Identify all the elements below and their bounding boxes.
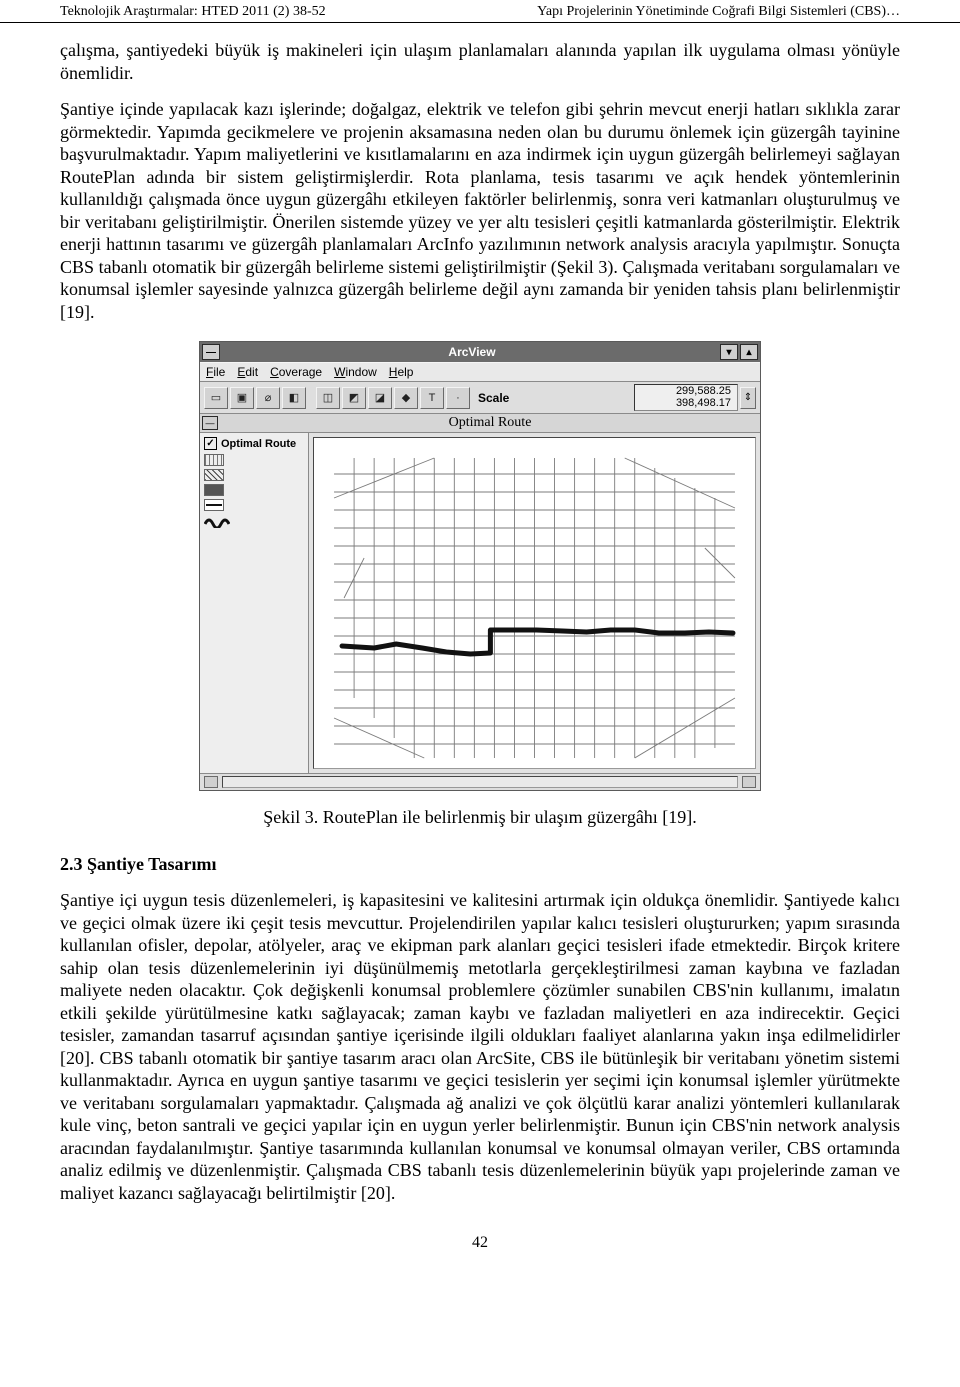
menu-help[interactable]: Help (389, 365, 414, 379)
legend-title-text: Optimal Route (221, 438, 296, 450)
running-header: Teknolojik Araştırmalar: HTED 2011 (2) 3… (0, 0, 960, 23)
tool-3-icon[interactable]: ⌀ (256, 387, 280, 409)
legend-swatch-4-icon (204, 499, 224, 511)
subview-titlebar: — Optimal Route (200, 414, 760, 433)
figure-caption: Şekil 3. RoutePlan ile belirlenmiş bir u… (60, 807, 900, 828)
page-number: 42 (0, 1234, 960, 1272)
legend-swatch-2-icon (204, 469, 224, 481)
tool-2-icon[interactable]: ▣ (230, 387, 254, 409)
coords-readout: 299,588.25 398,498.17 (634, 384, 738, 411)
tool-8-icon[interactable]: ◆ (394, 387, 418, 409)
subview-title: Optimal Route (222, 415, 758, 431)
legend-item-route[interactable] (204, 514, 304, 528)
arcview-window: — ArcView ▾ ▴ File Edit Coverage Window … (199, 341, 761, 791)
menu-coverage[interactable]: Coverage (270, 365, 322, 379)
tool-5-icon[interactable]: ◫ (316, 387, 340, 409)
legend-item-1[interactable] (204, 454, 304, 466)
subview-system-menu-icon[interactable]: — (202, 416, 218, 430)
legend-panel: ✓ Optimal Route (200, 433, 309, 773)
window-title: ArcView (224, 345, 720, 359)
client-area: ✓ Optimal Route (200, 433, 760, 773)
scroll-right-button[interactable] (742, 776, 756, 788)
scale-label: Scale (478, 391, 509, 405)
tool-4-icon[interactable]: ◧ (282, 387, 306, 409)
readout-stepper-icon[interactable]: ⇕ (740, 387, 756, 409)
section-heading-2-3: 2.3 Şantiye Tasarımı (0, 854, 960, 875)
titlebar: — ArcView ▾ ▴ (200, 342, 760, 362)
body-block-2: Şantiye içi uygun tesis düzenlemeleri, i… (0, 889, 960, 1204)
legend-checkbox[interactable]: ✓ (204, 437, 217, 450)
map-canvas[interactable] (313, 437, 756, 769)
tool-text-icon[interactable]: T (420, 387, 444, 409)
paragraph-2: Şantiye içinde yapılacak kazı işlerinde;… (60, 98, 900, 323)
minimize-button[interactable]: ▾ (720, 344, 738, 360)
legend-swatch-1-icon (204, 454, 224, 466)
menu-window[interactable]: Window (334, 365, 377, 379)
legend-item-4[interactable] (204, 499, 304, 511)
figure-3: — ArcView ▾ ▴ File Edit Coverage Window … (0, 341, 960, 791)
tool-6-icon[interactable]: ◩ (342, 387, 366, 409)
scroll-left-button[interactable] (204, 776, 218, 788)
window-buttons: ▾ ▴ (720, 344, 758, 360)
paragraph-3: Şantiye içi uygun tesis düzenlemeleri, i… (60, 889, 900, 1204)
body-block-1: çalışma, şantiyedeki büyük iş makineleri… (0, 23, 960, 323)
scroll-track[interactable] (222, 776, 738, 788)
menubar: File Edit Coverage Window Help (200, 362, 760, 382)
tool-7-icon[interactable]: ◪ (368, 387, 392, 409)
legend-route-icon (204, 514, 230, 528)
map-svg (314, 438, 755, 768)
legend-swatch-3-icon (204, 484, 224, 496)
paragraph-1: çalışma, şantiyedeki büyük iş makineleri… (60, 39, 900, 84)
tool-point-icon[interactable]: · (446, 387, 470, 409)
legend-item-2[interactable] (204, 469, 304, 481)
menu-file[interactable]: File (206, 365, 225, 379)
header-left: Teknolojik Araştırmalar: HTED 2011 (2) 3… (60, 4, 326, 20)
legend-title: ✓ Optimal Route (204, 437, 304, 450)
header-right: Yapı Projelerinin Yönetiminde Coğrafi Bi… (537, 4, 900, 20)
horizontal-scrollbar[interactable] (200, 773, 760, 790)
toolbar: ▭ ▣ ⌀ ◧ ◫ ◩ ◪ ◆ T · Scale 299,588.25 398… (200, 382, 760, 414)
page: Teknolojik Araştırmalar: HTED 2011 (2) 3… (0, 0, 960, 1272)
legend-item-3[interactable] (204, 484, 304, 496)
maximize-button[interactable]: ▴ (740, 344, 758, 360)
system-menu-icon[interactable]: — (202, 344, 220, 360)
menu-edit[interactable]: Edit (237, 365, 258, 379)
tool-1-icon[interactable]: ▭ (204, 387, 228, 409)
